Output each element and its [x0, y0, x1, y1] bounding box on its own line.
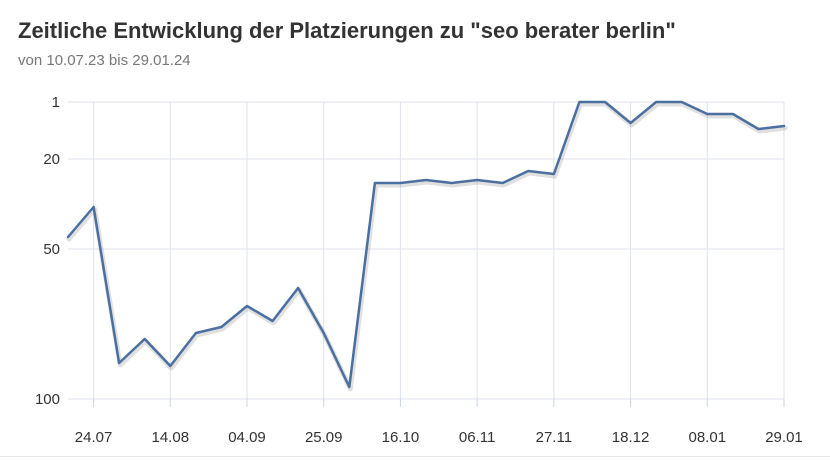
x-tick-label: 04.09 [228, 429, 266, 446]
data-point[interactable] [115, 359, 123, 367]
data-point[interactable] [601, 98, 609, 106]
x-tick-label: 29.01 [765, 429, 803, 446]
data-point[interactable] [371, 179, 379, 187]
x-tick-label: 18.12 [612, 429, 650, 446]
data-point[interactable] [678, 98, 686, 106]
data-point[interactable] [729, 110, 737, 118]
x-tick-label: 27.11 [536, 429, 572, 446]
chart-title: Zeitliche Entwicklung der Platzierungen … [18, 18, 676, 43]
tick-labels: 1 20 50 100 24.07 14.08 04.09 25.09 16.10 06.11 27… [35, 94, 803, 446]
data-point[interactable] [524, 167, 532, 175]
data-point[interactable] [269, 317, 277, 325]
divider [0, 456, 830, 457]
series-line-group [64, 98, 788, 392]
x-tick-label: 06.11 [459, 429, 495, 446]
data-point[interactable] [422, 176, 430, 184]
y-tick-label: 1 [52, 94, 60, 111]
data-point[interactable] [294, 284, 302, 292]
data-point[interactable] [243, 302, 251, 310]
data-point[interactable] [192, 329, 200, 337]
data-point[interactable] [550, 170, 558, 178]
y-tick-label: 100 [35, 391, 60, 408]
series-line[interactable] [66, 100, 786, 389]
data-point[interactable] [448, 179, 456, 187]
data-point[interactable] [217, 323, 225, 331]
data-point[interactable] [754, 125, 762, 133]
data-point[interactable] [575, 98, 583, 106]
data-point[interactable] [345, 383, 353, 391]
x-tick-label: 16.10 [382, 429, 420, 446]
x-tick-label: 14.08 [152, 429, 190, 446]
data-point[interactable] [320, 329, 328, 337]
data-point[interactable] [396, 179, 404, 187]
y-tick-label: 50 [43, 241, 60, 258]
data-point[interactable] [90, 203, 98, 211]
data-point[interactable] [166, 362, 174, 370]
data-point[interactable] [703, 110, 711, 118]
data-point[interactable] [627, 119, 635, 127]
data-point[interactable] [652, 98, 660, 106]
data-point[interactable] [499, 179, 507, 187]
x-tick-label: 25.09 [305, 429, 343, 446]
series-line-shadow [66, 101, 788, 392]
y-tick-label: 20 [43, 151, 60, 168]
data-point[interactable] [64, 233, 72, 241]
data-point[interactable] [141, 335, 149, 343]
x-tick-label: 24.07 [75, 429, 113, 446]
data-point[interactable] [780, 122, 788, 130]
x-tick-label: 08.01 [689, 429, 727, 446]
chart-subtitle: von 10.07.23 bis 29.01.24 [18, 52, 191, 69]
data-point[interactable] [473, 176, 481, 184]
